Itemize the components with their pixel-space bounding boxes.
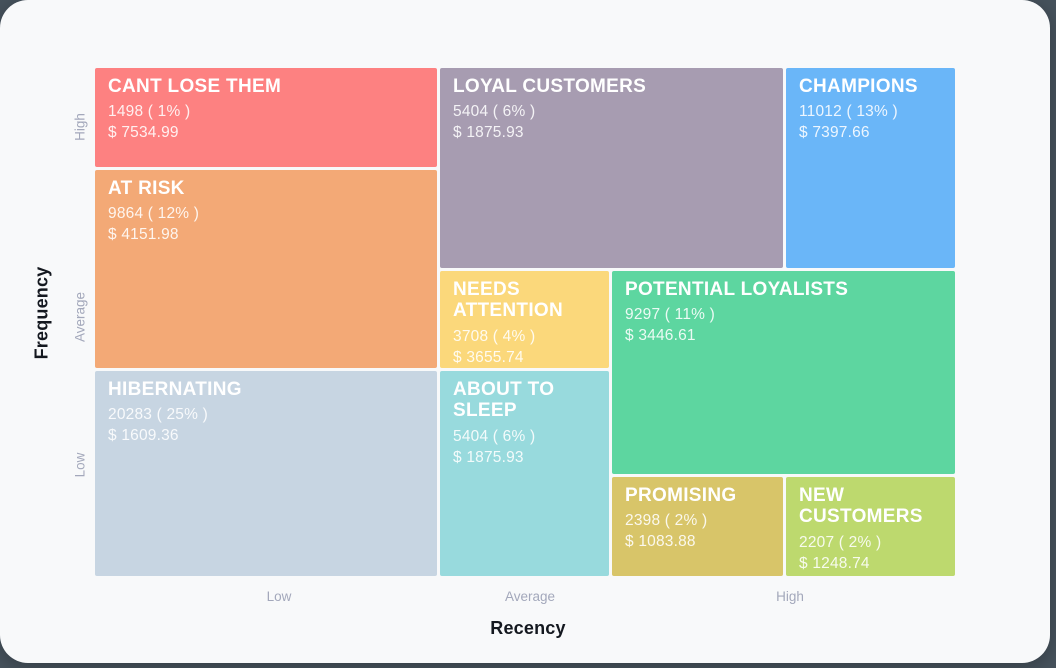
segment-count: 20283 ( 25% ) bbox=[108, 406, 208, 424]
segment-count: 2207 ( 2% ) bbox=[799, 533, 882, 551]
segment-count: 1498 ( 1% ) bbox=[108, 103, 191, 121]
segment-loyal-customers[interactable]: LOYAL CUSTOMERS 5404 ( 6% ) $ 1875.93 bbox=[440, 68, 783, 268]
segment-title: POTENTIAL LOYALISTS bbox=[625, 279, 849, 300]
segment-count: 5404 ( 6% ) bbox=[453, 103, 536, 121]
segment-title: NEEDS ATTENTION bbox=[453, 279, 564, 322]
segment-count: 3708 ( 4% ) bbox=[453, 327, 536, 345]
segment-title: PROMISING bbox=[625, 485, 737, 506]
x-axis-title: Recency bbox=[490, 618, 566, 638]
segment-monetary: $ 3655.74 bbox=[453, 348, 524, 366]
y-tick-low: Low bbox=[72, 452, 88, 478]
segment-count: 5404 ( 6% ) bbox=[453, 427, 536, 445]
segment-monetary: $ 1875.93 bbox=[453, 124, 524, 142]
segment-champions[interactable]: CHAMPIONS 11012 ( 13% ) $ 7397.66 bbox=[786, 68, 955, 268]
segment-at-risk[interactable]: AT RISK 9864 ( 12% ) $ 4151.98 bbox=[95, 170, 437, 368]
segment-title: ABOUT TO SLEEP bbox=[453, 379, 555, 422]
segment-monetary: $ 7534.99 bbox=[108, 124, 179, 142]
segment-monetary: $ 4151.98 bbox=[108, 226, 179, 244]
segment-cant-lose-them[interactable]: CANT LOSE THEM 1498 ( 1% ) $ 7534.99 bbox=[95, 68, 437, 167]
segment-monetary: $ 7397.66 bbox=[799, 124, 870, 142]
segment-title: CANT LOSE THEM bbox=[108, 76, 282, 97]
segment-potential-loyalists[interactable]: POTENTIAL LOYALISTS 9297 ( 11% ) $ 3446.… bbox=[612, 271, 955, 474]
segment-count: 9297 ( 11% ) bbox=[625, 306, 715, 324]
segment-title: NEW CUSTOMERS bbox=[799, 485, 923, 528]
segment-monetary: $ 1083.88 bbox=[625, 533, 696, 551]
segment-title: AT RISK bbox=[108, 178, 185, 199]
segment-monetary: $ 1875.93 bbox=[453, 448, 524, 466]
segment-about-to-sleep[interactable]: ABOUT TO SLEEP 5404 ( 6% ) $ 1875.93 bbox=[440, 371, 609, 576]
segment-monetary: $ 1248.74 bbox=[799, 554, 870, 572]
segment-hibernating[interactable]: HIBERNATING 20283 ( 25% ) $ 1609.36 bbox=[95, 371, 437, 576]
segment-count: 2398 ( 2% ) bbox=[625, 512, 708, 530]
x-tick-high: High bbox=[776, 589, 804, 604]
segment-count: 9864 ( 12% ) bbox=[108, 205, 200, 223]
segment-new-customers[interactable]: NEW CUSTOMERS 2207 ( 2% ) $ 1248.74 bbox=[786, 477, 955, 576]
y-axis-title: Frequency bbox=[31, 266, 52, 360]
x-tick-average: Average bbox=[504, 589, 556, 604]
segment-title: LOYAL CUSTOMERS bbox=[453, 76, 647, 97]
segment-promising[interactable]: PROMISING 2398 ( 2% ) $ 1083.88 bbox=[612, 477, 783, 576]
segment-monetary: $ 1609.36 bbox=[108, 427, 179, 445]
x-tick-low: Low bbox=[266, 589, 292, 604]
rfm-treemap: CANT LOSE THEM 1498 ( 1% ) $ 7534.99 LOY… bbox=[95, 68, 955, 576]
segment-count: 11012 ( 13% ) bbox=[799, 103, 898, 121]
segment-title: HIBERNATING bbox=[108, 379, 242, 400]
segment-title: CHAMPIONS bbox=[799, 76, 918, 97]
segment-monetary: $ 3446.61 bbox=[625, 327, 696, 345]
y-tick-high: High bbox=[72, 113, 88, 141]
y-tick-average: Average bbox=[72, 291, 88, 343]
segment-needs-attention[interactable]: NEEDS ATTENTION 3708 ( 4% ) $ 3655.74 bbox=[440, 271, 609, 368]
